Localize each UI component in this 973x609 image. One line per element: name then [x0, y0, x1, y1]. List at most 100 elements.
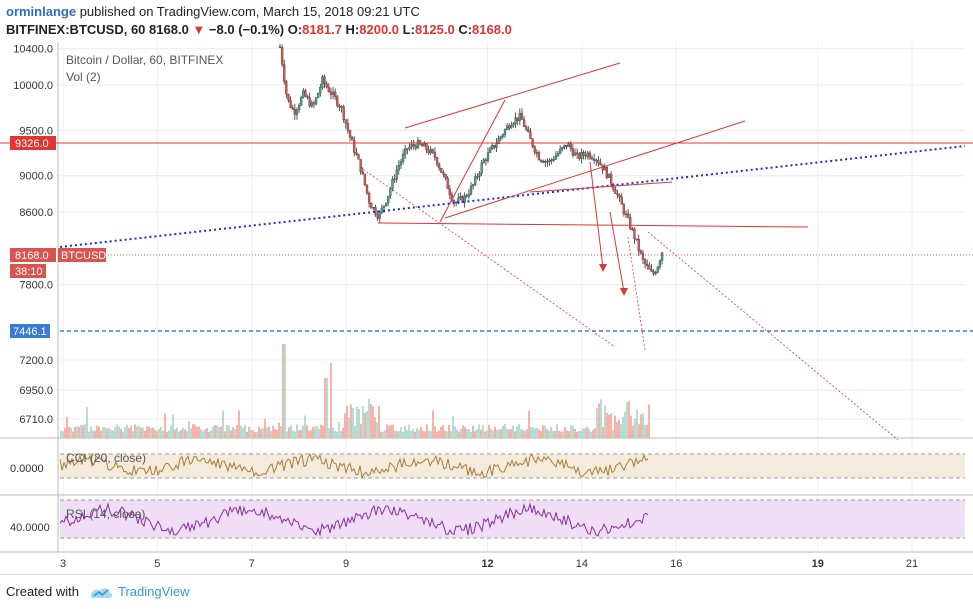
time-tick: 16 — [670, 558, 682, 570]
volume-bar — [540, 431, 542, 438]
candle-body — [535, 151, 538, 154]
volume-bar — [332, 427, 334, 438]
volume-bar — [280, 426, 282, 438]
candle-body — [442, 172, 445, 175]
volume-bar — [480, 429, 482, 438]
arrowhead-icon — [620, 288, 628, 296]
volume-bar — [404, 425, 406, 438]
volume-bar — [416, 427, 418, 438]
candle-body — [370, 203, 373, 209]
candle-body — [418, 140, 422, 145]
tag-7446: 7446.1 — [13, 326, 47, 338]
candle-body — [463, 195, 466, 203]
volume-bar — [466, 429, 468, 438]
volume-bar — [606, 412, 608, 438]
volume-bar — [374, 417, 376, 438]
candle-body — [648, 265, 651, 270]
time-axis[interactable]: 3 5 7 9 12 14 16 19 21 — [60, 558, 918, 570]
volume-bar — [108, 427, 110, 438]
chart-header: orminlange published on TradingView.com,… — [0, 0, 973, 42]
volume-bar — [188, 420, 190, 438]
candle-body — [410, 144, 413, 148]
volume-bar — [442, 425, 444, 438]
candle-body — [291, 107, 294, 110]
volume-bar — [112, 430, 114, 438]
volume-bar — [610, 413, 612, 438]
candle-body — [397, 165, 401, 171]
volume-bar — [618, 420, 620, 438]
candle-body — [351, 137, 354, 141]
volume-bar — [174, 429, 176, 438]
symbol-name: BITFINEX:BTCUSD, 60 — [6, 22, 146, 37]
volume-bar — [418, 430, 420, 438]
volume-bar — [110, 429, 112, 438]
volume-bar — [648, 404, 650, 438]
volume-bar — [476, 429, 478, 438]
volume-bar — [450, 430, 452, 438]
price-axis[interactable]: 10400.0 10000.0 9500.0 9000.0 8600.0 7800.0 72… — [13, 44, 53, 426]
volume-bar — [546, 428, 548, 438]
volume-bar — [448, 424, 450, 438]
candle-body — [482, 159, 485, 164]
candle-body — [646, 263, 649, 266]
high-value: 8200.0 — [359, 22, 400, 37]
candle-body — [567, 143, 570, 148]
time-tick: 9 — [343, 558, 349, 570]
price-tick: 7200.0 — [19, 355, 53, 367]
candle-body — [484, 159, 488, 161]
volume-bar — [166, 431, 168, 438]
candle-body — [635, 238, 638, 240]
candle-body — [544, 160, 547, 163]
volume-bar — [200, 429, 202, 438]
volume-bar — [580, 430, 582, 438]
candle-body — [423, 143, 426, 147]
volume-bar — [538, 429, 540, 438]
volume-bar — [194, 424, 196, 438]
candle-body — [550, 159, 553, 161]
open-value: 8181.7 — [302, 22, 342, 37]
volume-bar — [230, 430, 232, 438]
candle-body — [599, 162, 602, 166]
candle-body — [603, 166, 606, 171]
candle-body — [295, 109, 299, 115]
volume-bar — [282, 344, 284, 438]
volume-bar — [92, 430, 94, 438]
volume-bar — [196, 426, 198, 438]
candle-body — [280, 46, 284, 65]
candle-body — [654, 272, 657, 275]
volume-bar — [484, 431, 486, 438]
volume-bar — [290, 425, 292, 438]
volume-bar — [370, 404, 372, 438]
time-tick: 19 — [812, 558, 824, 570]
price-change: −8.0 (−0.1%) — [208, 22, 285, 37]
candle-body — [586, 152, 589, 157]
candle-body — [406, 148, 409, 150]
candle-body — [334, 91, 337, 97]
volume-bar — [72, 431, 74, 438]
volume-bar — [526, 429, 528, 438]
volume-bar — [402, 431, 404, 438]
volume-bar — [406, 429, 408, 438]
candle-body — [338, 105, 341, 108]
volume-bar — [148, 426, 150, 438]
open-label: O: — [287, 22, 303, 37]
volume-bar — [434, 426, 436, 438]
candle-body — [416, 140, 420, 149]
time-tick: 3 — [60, 558, 66, 570]
chart-svg[interactable]: 10400.010000.09500.09000.08600.07800.072… — [0, 42, 973, 574]
volume-bar — [304, 415, 306, 438]
candle-body — [597, 159, 600, 164]
volume-bar — [598, 403, 600, 438]
author-link[interactable]: orminlange — [6, 4, 77, 19]
candle-body — [595, 159, 598, 162]
volume-bar — [224, 431, 226, 438]
candle-body — [556, 153, 560, 156]
candle-body — [569, 143, 572, 149]
volume-bar — [560, 431, 562, 438]
volume-bar — [548, 430, 550, 438]
volume-bar — [424, 431, 426, 438]
chart-area[interactable]: 10400.0 10000.0 9500.0 9000.0 8600.0 7800.0 72… — [0, 42, 973, 574]
volume-bar — [430, 430, 432, 438]
tradingview-brand[interactable]: TradingView — [118, 584, 190, 599]
volume-bar — [396, 431, 398, 438]
